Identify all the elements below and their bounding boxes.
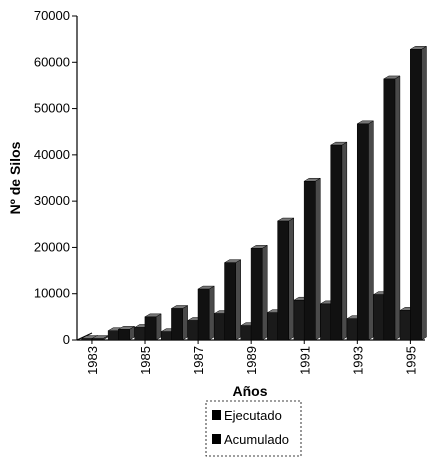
bar-ejecutado-1990-front <box>267 312 279 341</box>
legend-swatch-acumulado <box>212 434 221 444</box>
bar-acumulado-1992-side <box>341 141 348 341</box>
x-tick-label: 1991 <box>297 346 312 375</box>
bar-ejecutado-1993-front <box>346 318 359 341</box>
x-tick-label: 1983 <box>85 346 100 375</box>
y-tick-label: 0 <box>63 332 70 347</box>
bar-acumulado-1993 <box>356 120 375 341</box>
bar-ejecutado-1989-front <box>240 325 253 341</box>
bar-ejecutado-1987-front <box>187 320 200 341</box>
bar-acumulado-1986-side <box>182 305 188 341</box>
bar-acumulado-1986-front <box>171 308 183 341</box>
bar-acumulado-1987-front <box>197 288 210 341</box>
bar-acumulado-1991 <box>303 177 322 341</box>
bar-acumulado-1984 <box>117 325 136 341</box>
bar-acumulado-1985 <box>144 313 162 341</box>
legend-label-acumulado: Acumulado <box>224 432 289 447</box>
legend-swatch-ejecutado <box>212 410 221 420</box>
bar-acumulado-1990-side <box>288 217 295 341</box>
x-tick-label: 1985 <box>138 346 153 375</box>
plot-area: 0 10000 20000 30000 40000 50000 60000 70000 198… <box>34 8 428 375</box>
bar-acumulado-1990 <box>276 217 295 341</box>
bar-acumulado-1984-front <box>118 329 130 341</box>
bar-acumulado-1995 <box>409 45 428 341</box>
bar-ejecutado-1988-front <box>214 313 226 341</box>
bar-acumulado-1985-front <box>144 316 157 341</box>
bar-ejecutado-1995-front <box>399 310 412 341</box>
bar-acumulado-1987 <box>197 285 216 341</box>
y-tick-label: 30000 <box>34 193 70 208</box>
y-tick-label: 10000 <box>34 286 70 301</box>
bar-acumulado-1994 <box>382 75 401 341</box>
bar-acumulado-1989-front <box>250 248 263 341</box>
y-tick-label: 60000 <box>34 54 70 69</box>
bar-acumulado-1991-side <box>315 177 321 341</box>
bar-acumulado-1995-side <box>421 45 427 341</box>
y-axis-ticks: 0 10000 20000 30000 40000 50000 60000 70000 <box>34 8 77 347</box>
bar-acumulado-1989-side <box>261 244 268 341</box>
bar-acumulado-1994-side <box>394 75 401 341</box>
bar-acumulado-1985-side <box>155 313 162 341</box>
legend: Ejecutado Acumulado <box>205 400 302 457</box>
x-tick-label: 1989 <box>244 346 259 375</box>
bar-acumulado-1991-front <box>303 180 316 341</box>
bars-group <box>80 45 428 341</box>
x-axis-ticks: 1983 1985 1987 1989 1991 1993 1995 <box>85 340 418 375</box>
bar-ejecutado-1994-front <box>373 294 385 341</box>
x-axis-depth-line <box>76 332 93 341</box>
bar-ejecutado-1986-front <box>160 331 173 341</box>
y-tick-label: 40000 <box>34 147 70 162</box>
bar-acumulado-1992 <box>329 141 348 341</box>
x-tick-label: 1993 <box>350 346 365 375</box>
y-tick-label: 50000 <box>34 101 70 116</box>
bar-acumulado-1987-side <box>208 285 215 341</box>
x-tick-label: 1987 <box>191 346 206 375</box>
bar-acumulado-1992-front <box>330 144 343 341</box>
bar-ejecutado-1992-front <box>320 303 332 341</box>
bar-acumulado-1993-front <box>356 123 369 341</box>
bar-ejecutado-1985-front <box>134 327 147 341</box>
legend-label-ejecutado: Ejecutado <box>224 408 282 423</box>
x-axis-title: Años <box>233 383 268 399</box>
y-axis-title: Nº de Silos <box>7 141 23 214</box>
bar-acumulado-1986 <box>170 305 189 341</box>
bar-acumulado-1983-front <box>91 338 104 341</box>
bar-ejecutado-1991-front <box>293 299 306 341</box>
bar-acumulado-1995-front <box>410 49 422 341</box>
bar-acumulado-1993-side <box>368 120 374 341</box>
bar-acumulado-1990-front <box>277 220 290 341</box>
legend-box <box>205 400 302 457</box>
bar-ejecutado-1984-front <box>107 330 120 341</box>
y-tick-label: 20000 <box>34 239 70 254</box>
bar-acumulado-1988 <box>223 259 242 341</box>
bar-acumulado-1994-front <box>383 78 396 341</box>
bar-acumulado-1989 <box>250 244 269 341</box>
bar-acumulado-1988-front <box>224 262 236 341</box>
x-tick-label: 1995 <box>403 346 418 375</box>
bar-acumulado-1988-side <box>235 259 241 341</box>
y-tick-label: 70000 <box>34 8 70 23</box>
